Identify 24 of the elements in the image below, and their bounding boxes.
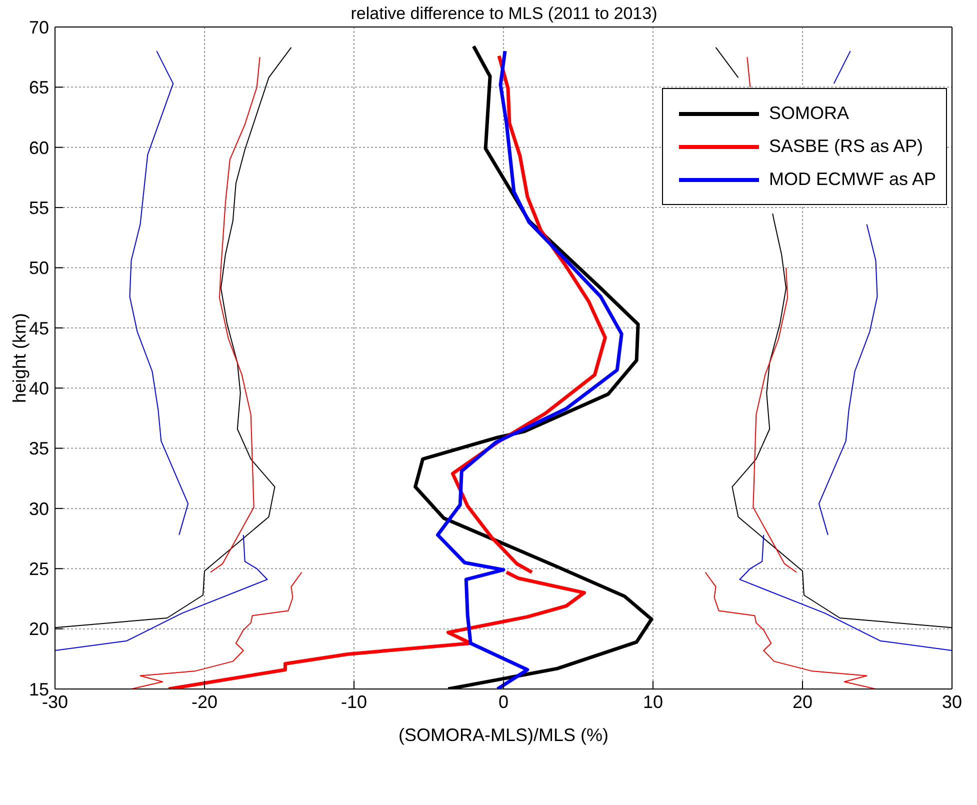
x-tick-label: 0 (498, 692, 509, 712)
x-tick-label: -10 (340, 692, 368, 712)
y-tick-label: 65 (28, 78, 49, 98)
y-tick-label: 20 (28, 619, 49, 640)
y-tick-label: 55 (28, 198, 49, 218)
y-tick-label: 35 (28, 438, 49, 459)
line-series (436, 49, 624, 689)
x-tick-label: 10 (642, 692, 664, 712)
y-tick-label: 50 (28, 258, 49, 278)
x-tick-label: 20 (792, 692, 813, 712)
legend-label: MOD ECMWF as AP (768, 169, 936, 190)
x-tick-label: 30 (942, 692, 962, 712)
legend-label: SOMORA (768, 103, 849, 124)
y-axis-title: height (km) (10, 312, 30, 403)
x-tick-label: -20 (191, 692, 218, 712)
y-tick-label: 40 (28, 378, 49, 398)
y-tick-label: 25 (28, 559, 49, 580)
legend-label: SASBE (RS as AP) (768, 136, 924, 157)
y-tick-label: 60 (28, 138, 49, 158)
y-tick-label: 45 (28, 318, 49, 338)
chart-title: relative difference to MLS (2011 to 2013) (350, 4, 658, 24)
y-tick-label: 30 (28, 498, 49, 519)
x-axis-title: (SOMORA-MLS)/MLS (%) (398, 725, 609, 745)
y-tick-label: 70 (28, 17, 49, 38)
